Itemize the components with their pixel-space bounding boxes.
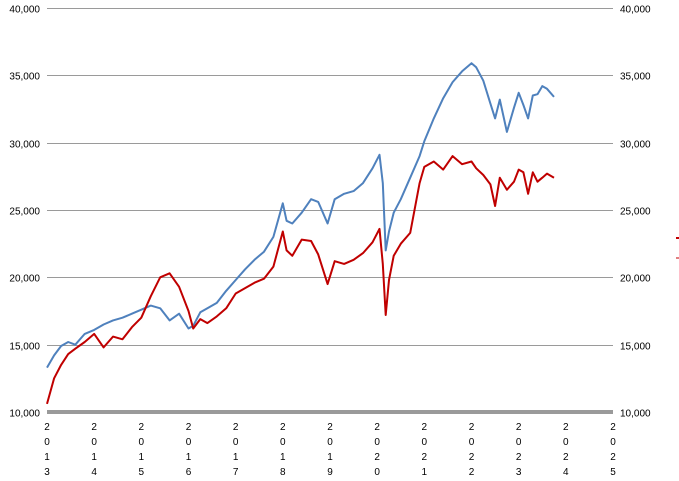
y-tick-label-right: 40,000 — [620, 5, 651, 16]
y-tick-label-right: 35,000 — [620, 72, 651, 83]
y-tick-label-left: 20,000 — [9, 274, 40, 285]
y-tick-label-left: 25,000 — [9, 207, 40, 218]
series-lines — [46, 62, 555, 405]
x-axis-bar — [47, 410, 613, 414]
y-tick-label-right: 25,000 — [620, 207, 651, 218]
y-tick-label-left: 35,000 — [9, 72, 40, 83]
y-tick-label-left: 10,000 — [9, 409, 40, 420]
y-tick-label-left: 30,000 — [9, 140, 40, 151]
y-tick-label-right: 10,000 — [620, 409, 651, 420]
y-axis-right-ticks: 10,000 15,000 20,000 25,000 30,000 35,000 40,0… — [620, 5, 651, 420]
y-tick-label-left: 15,000 — [9, 342, 40, 353]
series-line-2 — [46, 155, 555, 405]
y-tick-label-right: 30,000 — [620, 140, 651, 151]
y-axis-left-ticks: 10,000 15,000 20,000 25,000 30,000 35,000 40,0… — [9, 5, 40, 420]
y-tick-label-right: 15,000 — [620, 342, 651, 353]
x-axis-ticks: 2 0 1 3 2 0 1 4 2 0 1 5 2 0 1 6 2 0 1 7 2 0 1 8 2 0 1 9 2 0 2 0 2 0 2 1 2 0 2 2… — [44, 422, 616, 478]
y-tick-label-right: 20,000 — [620, 274, 651, 285]
series-line-1 — [46, 62, 555, 369]
y-tick-label-left: 40,000 — [9, 5, 40, 16]
gridlines — [47, 8, 613, 346]
